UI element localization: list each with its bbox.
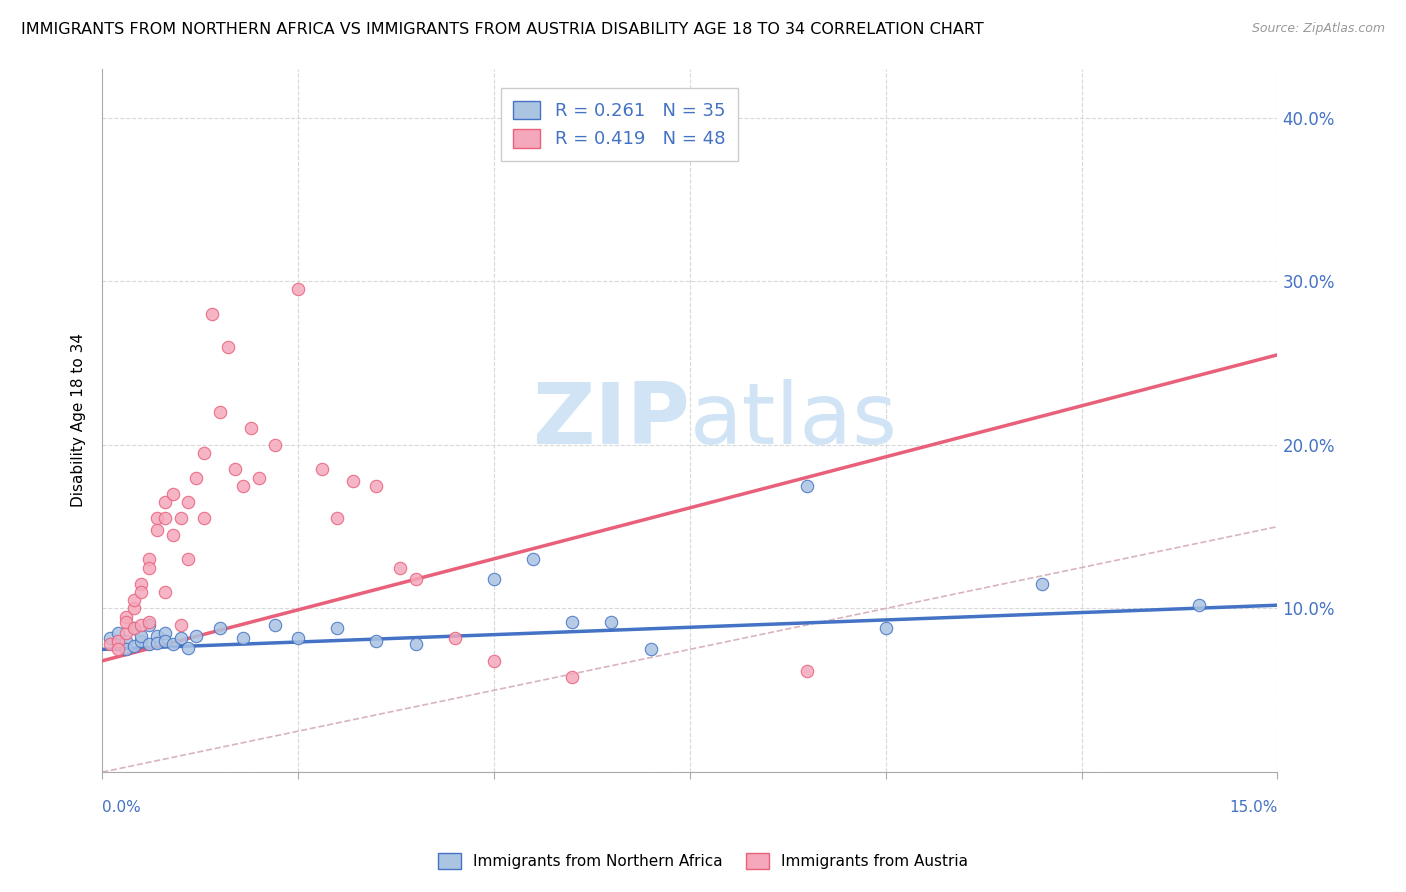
Point — [208, 405, 231, 419]
Point — [146, 523, 169, 537]
Point — [114, 609, 136, 624]
Point — [107, 637, 129, 651]
Point — [138, 637, 160, 651]
Point — [366, 479, 388, 493]
Point — [162, 528, 184, 542]
Point — [122, 601, 145, 615]
Y-axis label: Disability Age 18 to 34: Disability Age 18 to 34 — [72, 334, 86, 508]
Point — [146, 636, 169, 650]
Point — [186, 629, 208, 643]
Point — [1188, 598, 1211, 612]
Point — [114, 634, 136, 648]
Point — [561, 670, 583, 684]
Point — [131, 629, 153, 643]
Point — [263, 617, 285, 632]
Point — [640, 642, 662, 657]
Point — [287, 631, 309, 645]
Point — [405, 637, 427, 651]
Point — [114, 642, 136, 657]
Point — [169, 511, 191, 525]
Point — [177, 640, 200, 655]
Point — [107, 634, 129, 648]
Point — [326, 511, 349, 525]
Point — [193, 446, 215, 460]
Text: Source: ZipAtlas.com: Source: ZipAtlas.com — [1251, 22, 1385, 36]
Point — [107, 642, 129, 657]
Point — [186, 470, 208, 484]
Point — [162, 637, 184, 651]
Point — [138, 615, 160, 629]
Point — [138, 617, 160, 632]
Point — [405, 572, 427, 586]
Point — [263, 438, 285, 452]
Text: atlas: atlas — [690, 379, 898, 462]
Point — [287, 282, 309, 296]
Text: ZIP: ZIP — [531, 379, 690, 462]
Point — [201, 307, 224, 321]
Point — [122, 621, 145, 635]
Point — [177, 552, 200, 566]
Point — [482, 654, 505, 668]
Point — [122, 621, 145, 635]
Point — [193, 511, 215, 525]
Point — [796, 479, 818, 493]
Point — [796, 664, 818, 678]
Point — [600, 615, 623, 629]
Point — [153, 634, 176, 648]
Point — [138, 560, 160, 574]
Point — [122, 593, 145, 607]
Point — [561, 615, 583, 629]
Point — [326, 621, 349, 635]
Text: 0.0%: 0.0% — [103, 800, 141, 815]
Point — [153, 511, 176, 525]
Text: IMMIGRANTS FROM NORTHERN AFRICA VS IMMIGRANTS FROM AUSTRIA DISABILITY AGE 18 TO : IMMIGRANTS FROM NORTHERN AFRICA VS IMMIG… — [21, 22, 984, 37]
Point — [122, 639, 145, 653]
Point — [153, 626, 176, 640]
Point — [162, 487, 184, 501]
Point — [232, 479, 254, 493]
Point — [146, 511, 169, 525]
Point — [522, 552, 544, 566]
Point — [114, 626, 136, 640]
Point — [177, 495, 200, 509]
Point — [169, 617, 191, 632]
Point — [366, 634, 388, 648]
Point — [131, 585, 153, 599]
Legend: Immigrants from Northern Africa, Immigrants from Austria: Immigrants from Northern Africa, Immigra… — [432, 847, 974, 875]
Point — [443, 631, 465, 645]
Point — [107, 626, 129, 640]
Point — [482, 572, 505, 586]
Point — [131, 577, 153, 591]
Point — [153, 495, 176, 509]
Point — [342, 474, 364, 488]
Point — [388, 560, 411, 574]
Legend: R = 0.261   N = 35, R = 0.419   N = 48: R = 0.261 N = 35, R = 0.419 N = 48 — [501, 88, 738, 161]
Point — [98, 637, 121, 651]
Point — [131, 634, 153, 648]
Point — [153, 585, 176, 599]
Point — [875, 621, 897, 635]
Point — [217, 340, 239, 354]
Point — [146, 629, 169, 643]
Point — [114, 615, 136, 629]
Point — [138, 552, 160, 566]
Point — [208, 621, 231, 635]
Point — [1031, 577, 1053, 591]
Point — [232, 631, 254, 645]
Point — [240, 421, 263, 435]
Point — [311, 462, 333, 476]
Point — [131, 617, 153, 632]
Point — [98, 631, 121, 645]
Point — [247, 470, 270, 484]
Text: 15.0%: 15.0% — [1229, 800, 1278, 815]
Point — [224, 462, 246, 476]
Point — [169, 631, 191, 645]
